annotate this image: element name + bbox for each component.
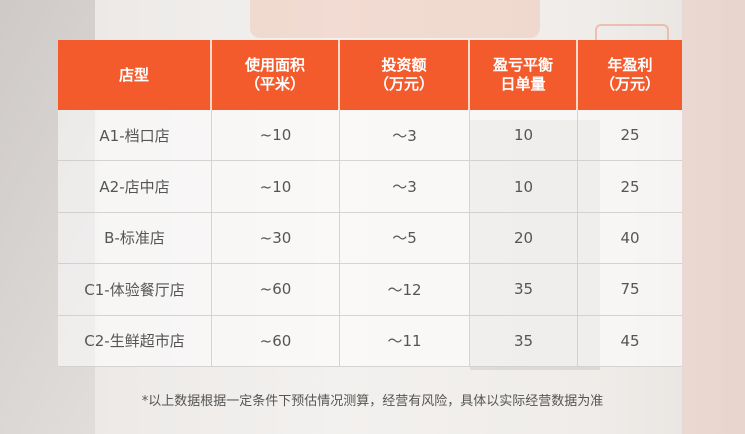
table-cell: 〜5 xyxy=(340,212,470,264)
header-cell: 投资额 （万元） xyxy=(340,40,470,110)
header-row: 店型 使用面积 （平米） 投资额 （万元） 盈亏平衡 日单量 年盈利 （万元） xyxy=(58,40,682,110)
header-text: （万元） xyxy=(599,75,660,93)
table-cell: C2-生鲜超市店 xyxy=(58,315,212,366)
table-cell: ~60 xyxy=(212,315,340,366)
header-text: （万元） xyxy=(373,75,434,93)
table-cell: 75 xyxy=(620,280,640,299)
table-cell: 35 xyxy=(470,315,578,366)
table-row: A2-店中店 ~10 〜3 10 25 xyxy=(58,161,682,213)
table-cell: 45 xyxy=(620,331,640,350)
table-cell: A1-档口店 xyxy=(58,110,212,161)
table-cell: 40 xyxy=(620,228,640,247)
header-cell: 使用面积 （平米） xyxy=(212,40,340,110)
table-row: A1-档口店 ~10 〜3 10 25 xyxy=(58,110,682,162)
table-cell: 10 xyxy=(470,161,578,212)
header-text: 年盈利 xyxy=(607,56,653,74)
table-row: C2-生鲜超市店 ~60 〜11 35 45 xyxy=(58,315,682,367)
header-text: 店型 xyxy=(118,65,149,84)
table-cell: 20 xyxy=(470,212,578,264)
table-cell: 〜11 xyxy=(340,315,470,366)
footnote: *以上数据根据一定条件下预估情况测算，经营有风险，具体以实际经营数据为准 xyxy=(141,394,604,409)
header-text: 使用面积 xyxy=(244,56,305,74)
table-cell: ~30 xyxy=(212,212,340,264)
header-text: （平米） xyxy=(244,75,305,93)
table-cell: B-标准店 xyxy=(58,212,212,264)
table-cell: 〜3 xyxy=(340,110,470,161)
table-cell: 35 xyxy=(470,264,578,315)
table-cell: A2-店中店 xyxy=(58,161,212,212)
table-cell: ~10 xyxy=(212,161,340,212)
bg-sign xyxy=(250,0,540,38)
table-cell: ~10 xyxy=(212,110,340,161)
header-text: 盈亏平衡 xyxy=(492,56,553,74)
table-cell: C1-体验餐厅店 xyxy=(58,264,212,315)
table-cell: 25 xyxy=(620,177,640,196)
header-cell: 年盈利 （万元） xyxy=(578,40,682,110)
table-cell: ~60 xyxy=(212,264,340,315)
table-row: B-标准店 ~30 〜5 20 40 xyxy=(58,212,682,265)
header-text: 投资额 xyxy=(381,56,427,74)
table: 店型 使用面积 （平米） 投资额 （万元） 盈亏平衡 日单量 年盈利 （万元） A1-档口店 ~10… xyxy=(58,40,682,367)
table-cell: 〜3 xyxy=(340,161,470,212)
table-cell: 10 xyxy=(470,110,578,161)
bg-wall-right xyxy=(682,0,745,434)
table-cell: 25 xyxy=(620,126,640,145)
header-cell: 店型 xyxy=(58,40,212,110)
header-cell: 盈亏平衡 日单量 xyxy=(470,40,578,110)
table-row: C1-体验餐厅店 ~60 〜12 35 75 xyxy=(58,264,682,316)
table-cell: 〜12 xyxy=(340,264,470,315)
header-text: 日单量 xyxy=(500,75,546,93)
